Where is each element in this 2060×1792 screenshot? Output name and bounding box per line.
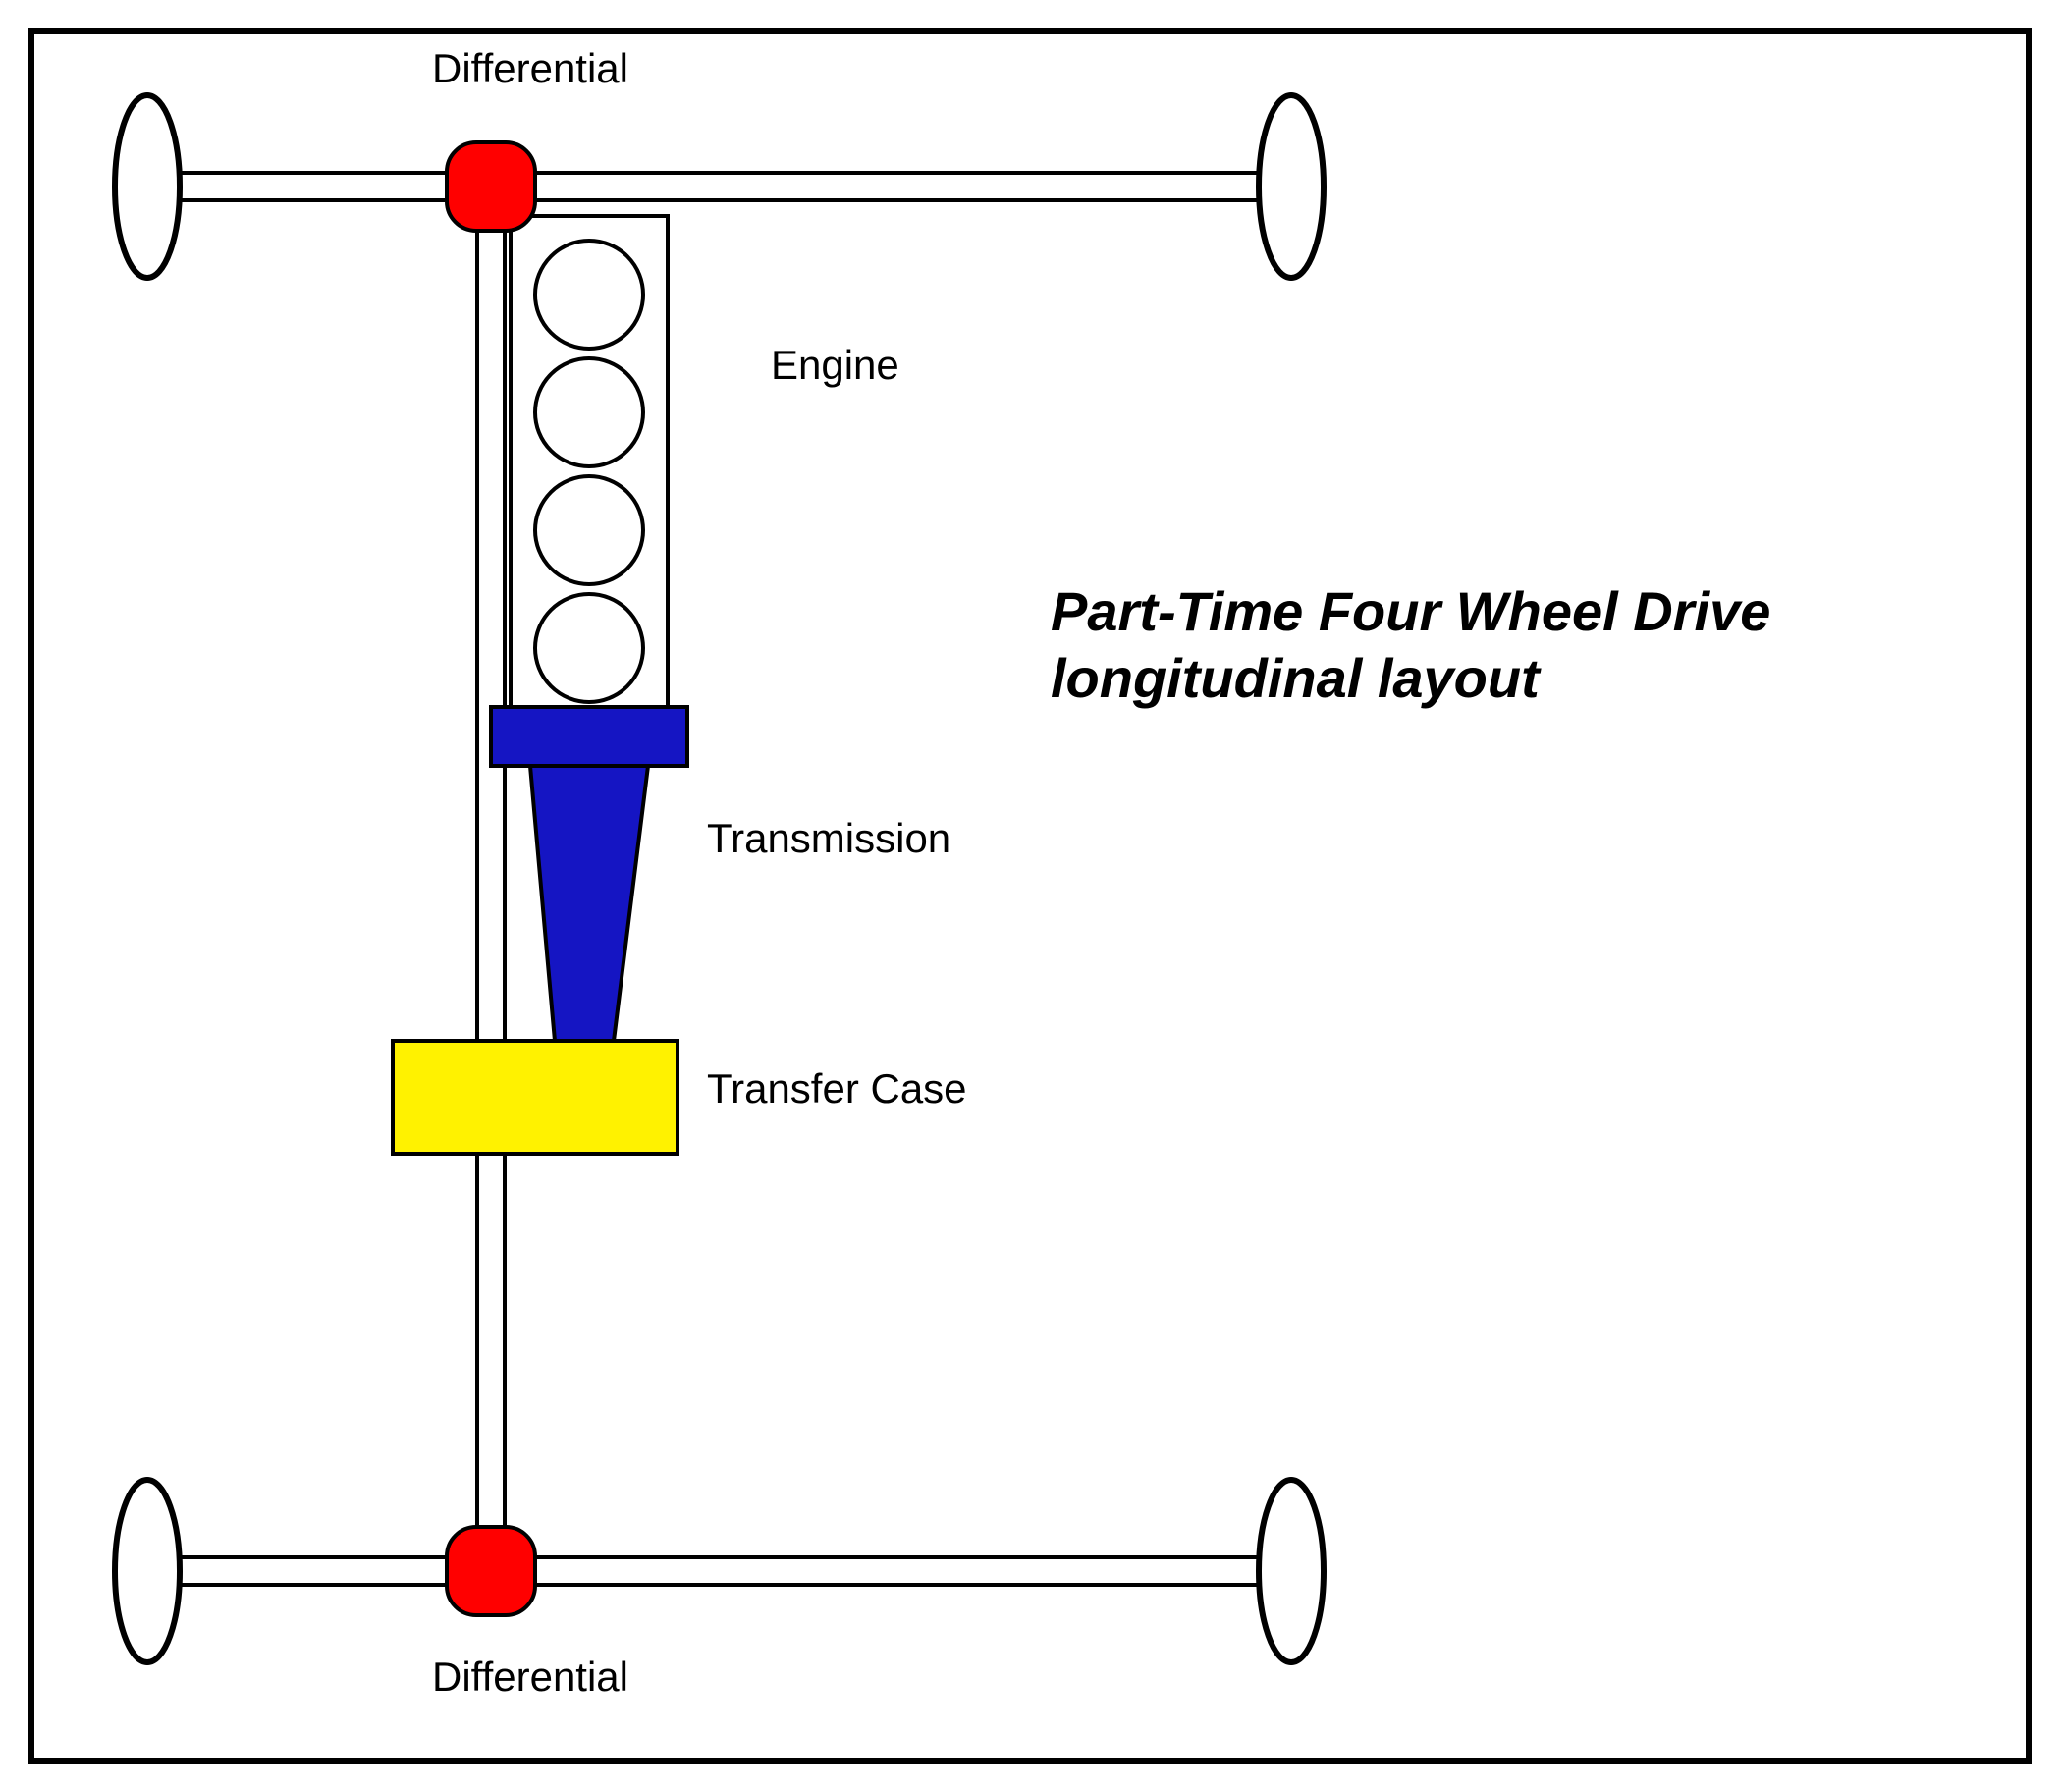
title-line-2: longitudinal layout xyxy=(1051,646,1540,710)
front-differential-shape xyxy=(447,142,535,231)
transmission-label: Transmission xyxy=(707,815,950,862)
rear-axle xyxy=(147,1557,1291,1585)
title-line-1: Part-Time Four Wheel Drive xyxy=(1051,579,1770,643)
engine-cylinder-shape xyxy=(535,476,643,584)
wheel-shape xyxy=(115,1480,180,1662)
engine-cylinder-shape xyxy=(535,594,643,702)
wheel-shape xyxy=(115,95,180,278)
wheel-shape xyxy=(1259,95,1324,278)
outer-border xyxy=(31,31,2029,1761)
front-driveshaft xyxy=(477,231,505,1041)
rear-differential-shape xyxy=(447,1527,535,1615)
front-axle xyxy=(147,173,1291,200)
wheel-shape xyxy=(1259,1480,1324,1662)
transmission-top-shape xyxy=(491,707,687,766)
rear-driveshaft xyxy=(477,1154,505,1527)
engine-cylinder-shape xyxy=(535,241,643,349)
transmission-body-shape xyxy=(530,766,648,1041)
rear-differential-label: Differential xyxy=(432,1654,628,1701)
engine-label: Engine xyxy=(771,342,899,389)
front-differential-label: Differential xyxy=(432,45,628,92)
engine-cylinder-shape xyxy=(535,358,643,466)
diagram-canvas: Differential Engine Transmission Transfe… xyxy=(0,0,2060,1792)
wheels-group xyxy=(115,95,1324,1662)
transfer-case-shape xyxy=(393,1041,678,1154)
transfer-case-label: Transfer Case xyxy=(707,1065,967,1113)
diagram-svg xyxy=(0,0,2060,1792)
